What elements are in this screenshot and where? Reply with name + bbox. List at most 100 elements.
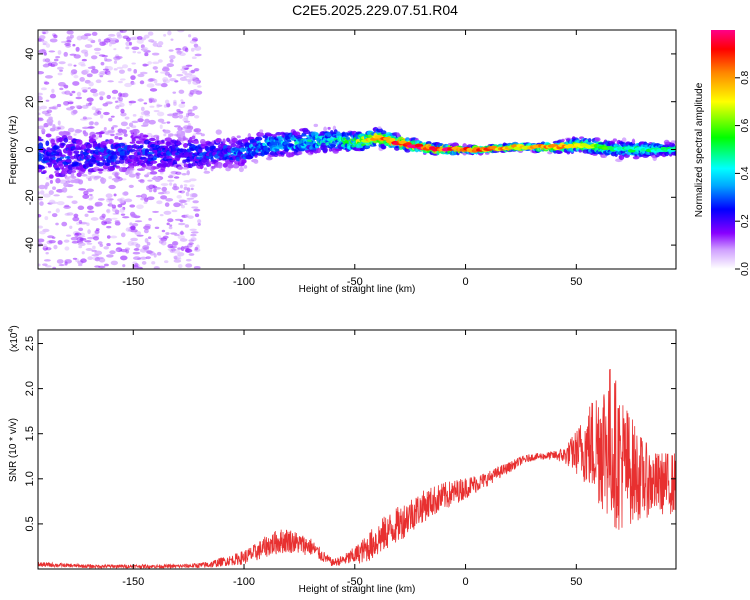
spectrum-cell [136,174,140,179]
spectrum-cell [43,81,50,85]
spectrum-cell [95,228,100,231]
spectrum-cell [116,242,122,245]
spectrum-cell [124,82,133,88]
spectrum-cell [80,221,88,225]
spectrum-cell [166,63,175,68]
spectrum-cell [222,138,226,144]
spectrum-cell [45,140,50,147]
spectrum-cell [148,217,152,221]
spectrum-cell [42,193,51,198]
spectrum-cell [73,213,79,218]
y-tick-label: 1.0 [24,471,36,486]
spectrum-cell [72,216,80,222]
spectrum-cell [142,164,147,168]
spectrum-cell [147,196,155,201]
spectrum-cell [177,126,183,131]
spectrum-cell [191,56,197,60]
spectrum-cell [58,61,66,65]
spectrum-cell [176,50,182,55]
spectrum-cell [78,245,83,249]
spectrum-cell [64,212,71,216]
spectrum-cell [44,58,51,63]
spectrum-cell [116,31,121,37]
spectrum-cell [71,169,77,173]
spectrum-cell [55,167,61,171]
spectrum-cell [97,241,103,245]
spectrum-cell [45,133,52,138]
spectrum-cell [193,115,200,119]
spectrum-cell [153,78,158,84]
spectrum-cell [65,159,72,163]
spectrum-cell [38,152,41,156]
spectrum-cell [109,166,116,171]
spectrum-cell [106,94,112,100]
spectrum-cell [56,259,64,264]
spectrum-cell [193,128,202,133]
y-tick-label: 20 [24,96,36,108]
spectrum-cell [73,54,81,59]
spectrum-cell [70,236,79,241]
spectrum-cell [320,142,327,148]
spectrum-cell [39,153,45,159]
spectrum-cell [106,209,110,213]
spectrum-cell [108,33,116,37]
spectrum-cell [163,104,168,108]
spectrum-cell [59,69,64,72]
spectrum-cell [195,132,203,135]
spectrum-cell [146,185,150,191]
spectrum-cell [66,195,74,199]
spectrum-cell [38,184,46,190]
spectrum-cell [122,264,126,268]
spectrum-cell [142,245,150,250]
spectrum-cell [109,202,113,207]
spectrum-cell [133,129,140,134]
spectrum-cell [113,193,117,197]
spectrum-cell [119,30,127,34]
spectrum-cell [142,134,149,138]
spectrum-cell [144,52,149,57]
spectrum-cell [86,97,94,102]
spectrum-cell [199,164,204,170]
spectrum-cell [254,154,258,158]
spectrum-cell [176,109,181,113]
spectrum-cell [612,138,617,142]
spectrum-cell [51,88,55,93]
spectrum-cell [186,170,190,176]
spectrum-cell [42,263,48,266]
spectrum-cell [164,99,170,105]
spectrum-cell [38,35,46,40]
spectrum-cell [119,102,125,107]
spectrum-cell [52,124,56,129]
spectrum-cell [149,105,155,108]
spectrum-cell [172,159,178,165]
snr-y-scale-factor: (x104) [8,325,20,352]
spectrum-cell [112,124,118,128]
spectrum-cell [125,249,130,254]
spectrum-cell [87,229,91,235]
spectrum-cell [190,47,195,52]
spectrum-cell [365,145,371,149]
spectrum-cell [86,242,93,245]
spectrum-cell [38,166,46,170]
spectrum-cell [169,54,176,60]
spectrum-cell [159,213,164,217]
spectrum-cell [178,190,182,193]
spectrum-cell [81,58,87,62]
spectrum-cell [87,38,94,42]
spectrum-cell [169,245,178,249]
spectrum-cell [61,167,65,172]
spectrum-cell [90,217,99,221]
spectrum-cell [148,184,155,189]
spectrum-cell [110,235,118,239]
spectrum-cell [106,197,111,203]
spectrum-cell [141,260,147,265]
spectrum-cell [142,121,149,127]
spectrum-cell [174,233,180,237]
spectrum-cell [181,70,188,74]
spectrum-cell [80,49,89,54]
spectrum-cell [94,203,100,207]
spectrum-cell [53,58,59,62]
spectrum-cell [179,184,183,189]
spectrum-cell [139,179,145,184]
spectrum-cell [86,205,94,210]
